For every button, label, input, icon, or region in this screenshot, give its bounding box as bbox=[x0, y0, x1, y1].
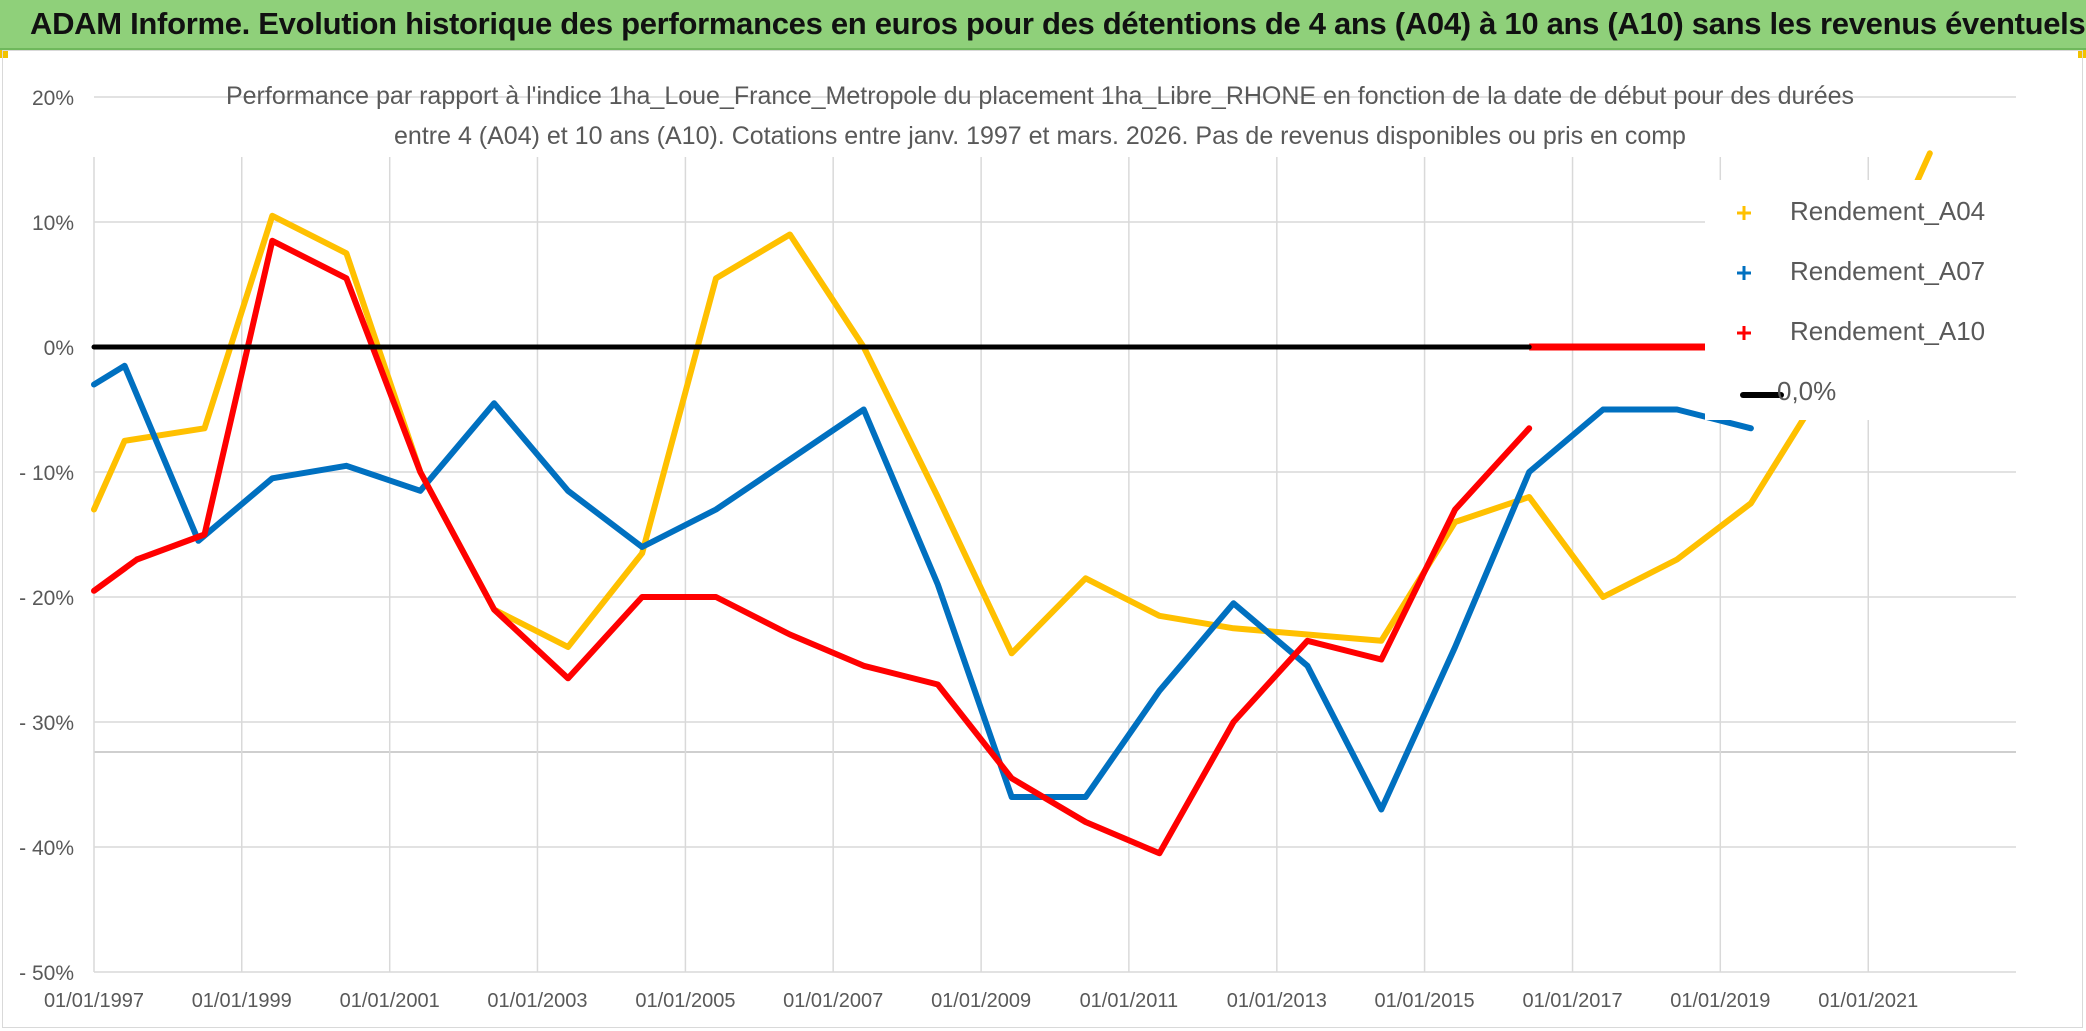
chart-frame bbox=[2, 50, 2083, 1028]
x-tick-label: 01/01/2011 bbox=[1080, 990, 1179, 1012]
x-tick-label: 01/01/2017 bbox=[1522, 990, 1622, 1012]
y-tick-label: - 50% bbox=[19, 962, 74, 985]
legend-label-a04: Rendement_A04 bbox=[1790, 196, 1986, 226]
y-tick-label: 20% bbox=[32, 87, 74, 110]
x-tick-label: 01/01/2021 bbox=[1818, 990, 1918, 1012]
plus-marker-icon bbox=[1737, 206, 1751, 220]
legend-label-zero: 0,0% bbox=[1777, 376, 1837, 406]
x-tick-label: 01/01/2007 bbox=[783, 990, 883, 1012]
line-marker-icon bbox=[1740, 392, 1784, 398]
chart-series bbox=[91, 150, 1973, 857]
chart-title-line-2: entre 4 (A04) et 10 ans (A10). Cotations… bbox=[394, 122, 1686, 150]
legend-item-a04: Rendement_A04 bbox=[1735, 196, 2025, 236]
legend-item-a07: Rendement_A07 bbox=[1735, 256, 2025, 296]
x-tick-label: 01/01/2013 bbox=[1227, 990, 1327, 1012]
y-tick-label: - 10% bbox=[19, 462, 74, 485]
y-axis-ticks: 20% 10% 0% - 10% - 20% - 30% - 40% - 50% bbox=[19, 87, 74, 985]
chart-legend: Rendement_A04 Rendement_A07 Rendement_A1… bbox=[1705, 180, 2020, 420]
x-tick-label: 01/01/1999 bbox=[192, 990, 292, 1012]
x-tick-label: 01/01/2001 bbox=[340, 990, 440, 1012]
y-tick-label: 0% bbox=[44, 337, 74, 360]
y-tick-label: - 30% bbox=[19, 712, 74, 735]
x-tick-label: 01/01/2005 bbox=[635, 990, 735, 1012]
legend-item-zero: 0,0% bbox=[1740, 376, 2030, 416]
corner-accent-top-left bbox=[0, 50, 8, 58]
y-tick-label: - 40% bbox=[19, 837, 74, 860]
x-axis-ticks: 01/01/1997 01/01/1999 01/01/2001 01/01/2003… bbox=[44, 990, 1918, 1012]
y-tick-label: 10% bbox=[32, 212, 74, 235]
legend-item-a10: Rendement_A10 bbox=[1735, 316, 2025, 356]
x-tick-label: 01/01/2015 bbox=[1375, 990, 1475, 1012]
series-a07-line bbox=[91, 362, 1754, 813]
report-banner: ADAM Informe. Evolution historique des p… bbox=[0, 0, 2086, 50]
series-a04-line bbox=[91, 150, 1933, 657]
legend-label-a07: Rendement_A07 bbox=[1790, 256, 1986, 286]
y-tick-label: - 20% bbox=[19, 587, 74, 610]
plus-marker-icon bbox=[1737, 266, 1751, 280]
x-tick-label: 01/01/2019 bbox=[1670, 990, 1770, 1012]
chart-title-line-1: Performance par rapport à l'indice 1ha_L… bbox=[225, 82, 1855, 110]
report-title: ADAM Informe. Evolution historique des p… bbox=[30, 6, 2086, 41]
plus-marker-icon bbox=[1737, 326, 1751, 340]
series-a10-line bbox=[91, 237, 1533, 857]
x-tick-label: 01/01/1997 bbox=[44, 990, 144, 1012]
x-tick-label: 01/01/2003 bbox=[487, 990, 587, 1012]
legend-label-a10: Rendement_A10 bbox=[1790, 316, 1986, 346]
x-tick-label: 01/01/2009 bbox=[931, 990, 1031, 1012]
